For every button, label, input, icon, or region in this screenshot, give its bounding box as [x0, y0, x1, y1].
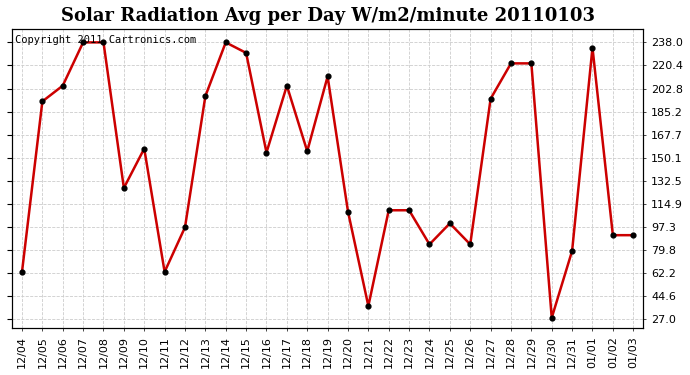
Point: [98, 39, 109, 45]
Point: [77, 39, 88, 45]
Point: [566, 248, 578, 254]
Point: [363, 303, 374, 309]
Point: [546, 315, 558, 321]
Point: [179, 224, 190, 230]
Point: [444, 220, 455, 226]
Point: [159, 269, 170, 275]
Point: [139, 146, 150, 152]
Point: [383, 207, 394, 213]
Point: [404, 207, 415, 213]
Point: [119, 185, 130, 191]
Point: [424, 242, 435, 248]
Point: [302, 148, 313, 154]
Point: [607, 232, 618, 238]
Point: [526, 60, 537, 66]
Title: Solar Radiation Avg per Day W/m2/minute 20110103: Solar Radiation Avg per Day W/m2/minute …: [61, 7, 595, 25]
Point: [220, 39, 231, 45]
Text: Copyright 2011 Cartronics.com: Copyright 2011 Cartronics.com: [15, 35, 196, 45]
Point: [322, 74, 333, 80]
Point: [506, 60, 517, 66]
Point: [261, 150, 272, 156]
Point: [37, 98, 48, 104]
Point: [200, 93, 211, 99]
Point: [282, 82, 293, 88]
Point: [587, 45, 598, 51]
Point: [17, 269, 28, 275]
Point: [485, 96, 496, 102]
Point: [464, 242, 475, 248]
Point: [241, 50, 252, 56]
Point: [628, 232, 639, 238]
Point: [57, 82, 68, 88]
Point: [342, 209, 353, 214]
